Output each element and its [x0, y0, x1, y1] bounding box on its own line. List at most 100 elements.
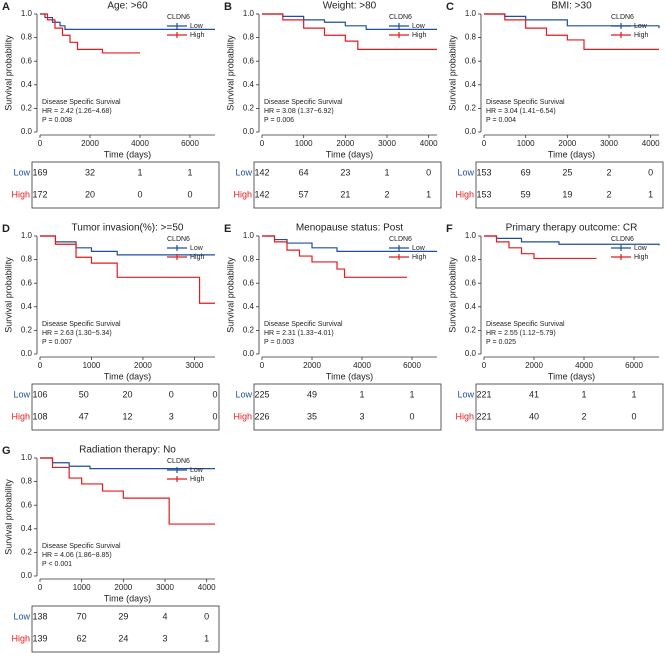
- y-tick-label: 0.4: [21, 80, 33, 89]
- y-tick-label: 0.2: [243, 104, 255, 113]
- risk-count: 1: [204, 633, 209, 643]
- y-tick-label: 0.8: [21, 477, 33, 486]
- legend-title: CLDN6: [167, 14, 190, 21]
- risk-row-name: High: [11, 633, 30, 643]
- risk-count: 0: [631, 411, 636, 421]
- risk-count: 1: [631, 389, 636, 399]
- y-tick-label: 0.2: [21, 548, 33, 557]
- annotation: HR = 2.63 (1.30−5.34): [42, 330, 112, 337]
- x-tick-label: 0: [260, 361, 265, 370]
- annotation: Disease Specific Survival: [264, 321, 343, 328]
- panel-letter: C: [446, 1, 454, 13]
- x-tick-label: 4000: [353, 361, 371, 370]
- y-tick-label: 0.0: [21, 349, 33, 358]
- risk-count: 32: [85, 167, 95, 177]
- risk-count: 1: [581, 389, 586, 399]
- annotation: HR = 3.04 (1.41−6.54): [486, 108, 556, 115]
- survival-curve: [262, 235, 407, 278]
- y-tick-label: 0.6: [243, 56, 255, 65]
- y-tick-label: 0.4: [243, 80, 255, 89]
- risk-count: 40: [529, 411, 539, 421]
- annotation: Disease Specific Survival: [486, 99, 565, 106]
- x-tick-label: 6000: [403, 361, 421, 370]
- risk-row-name: High: [11, 411, 30, 421]
- legend-label: Low: [412, 23, 426, 30]
- y-tick-label: 0.6: [21, 500, 33, 509]
- x-axis-label: Time (days): [104, 593, 151, 603]
- risk-count: 169: [32, 167, 47, 177]
- panel-letter: D: [2, 223, 10, 235]
- legend-label: High: [190, 254, 205, 261]
- y-axis-label: Survival probability: [225, 35, 235, 111]
- risk-count: 49: [307, 389, 317, 399]
- risk-table: [31, 383, 220, 431]
- legend-label: High: [190, 32, 205, 39]
- y-tick-label: 0.2: [21, 326, 33, 335]
- survival-curve: [40, 13, 140, 54]
- x-tick-label: 0: [482, 139, 487, 148]
- y-tick-label: 0.0: [243, 349, 255, 358]
- panel-title: Radiation therapy: No: [79, 445, 176, 456]
- y-axis-label: Survival probability: [3, 479, 13, 555]
- y-tick-label: 0.8: [243, 33, 255, 42]
- risk-row-name: Low: [457, 389, 474, 399]
- risk-count: 4: [162, 611, 167, 621]
- risk-count: 0: [169, 389, 174, 399]
- annotation: P = 0.004: [486, 117, 516, 124]
- y-tick-label: 0.2: [243, 326, 255, 335]
- risk-count: 153: [476, 167, 491, 177]
- x-tick-label: 3000: [378, 139, 396, 148]
- y-axis-label: Survival probability: [3, 257, 13, 333]
- annotation: Disease Specific Survival: [486, 321, 565, 328]
- risk-count: 12: [122, 411, 132, 421]
- x-tick-label: 4000: [198, 583, 216, 592]
- risk-count: 3: [162, 633, 167, 643]
- risk-table: [475, 383, 664, 431]
- risk-count: 0: [204, 611, 209, 621]
- risk-row-name: Low: [13, 389, 30, 399]
- risk-count: 1: [137, 167, 142, 177]
- risk-count: 23: [340, 167, 350, 177]
- annotation: P = 0.003: [264, 339, 294, 346]
- y-tick-label: 1.0: [243, 231, 255, 240]
- y-tick-label: 0.4: [243, 302, 255, 311]
- survival-curve: [40, 235, 215, 304]
- survival-curve: [262, 13, 437, 50]
- risk-row-name: High: [455, 189, 474, 199]
- y-tick-label: 1.0: [21, 9, 33, 18]
- x-tick-label: 0: [38, 139, 43, 148]
- y-tick-label: 0.0: [243, 127, 255, 136]
- panel-title: Primary therapy outcome: CR: [506, 223, 638, 234]
- x-tick-label: 4000: [420, 139, 438, 148]
- panel-title: Menopause status: Post: [296, 223, 404, 234]
- risk-count: 1: [409, 389, 414, 399]
- risk-count: 0: [212, 411, 217, 421]
- legend-label: Low: [190, 467, 204, 474]
- x-tick-label: 1000: [83, 361, 101, 370]
- y-tick-label: 0.6: [465, 56, 477, 65]
- risk-count: 20: [122, 389, 132, 399]
- risk-count: 21: [340, 189, 350, 199]
- risk-count: 1: [384, 167, 389, 177]
- annotation: Disease Specific Survival: [42, 99, 121, 106]
- y-tick-label: 0.0: [21, 127, 33, 136]
- x-tick-label: 2000: [336, 139, 354, 148]
- risk-table: [253, 161, 442, 209]
- risk-count: 41: [529, 389, 539, 399]
- risk-count: 29: [118, 611, 128, 621]
- y-tick-label: 1.0: [465, 231, 477, 240]
- y-axis-label: Survival probability: [225, 257, 235, 333]
- survival-curve: [484, 13, 659, 50]
- risk-count: 221: [476, 411, 491, 421]
- x-tick-label: 1000: [295, 139, 313, 148]
- annotation: P < 0.001: [42, 561, 72, 568]
- risk-count: 20: [85, 189, 95, 199]
- y-tick-label: 1.0: [243, 9, 255, 18]
- annotation: HR = 3.08 (1.37−6.92): [264, 108, 334, 115]
- x-tick-label: 0: [260, 139, 265, 148]
- risk-count: 2: [606, 167, 611, 177]
- x-tick-label: 4000: [575, 361, 593, 370]
- y-tick-label: 0.2: [465, 104, 477, 113]
- risk-count: 0: [212, 389, 217, 399]
- risk-count: 172: [32, 189, 47, 199]
